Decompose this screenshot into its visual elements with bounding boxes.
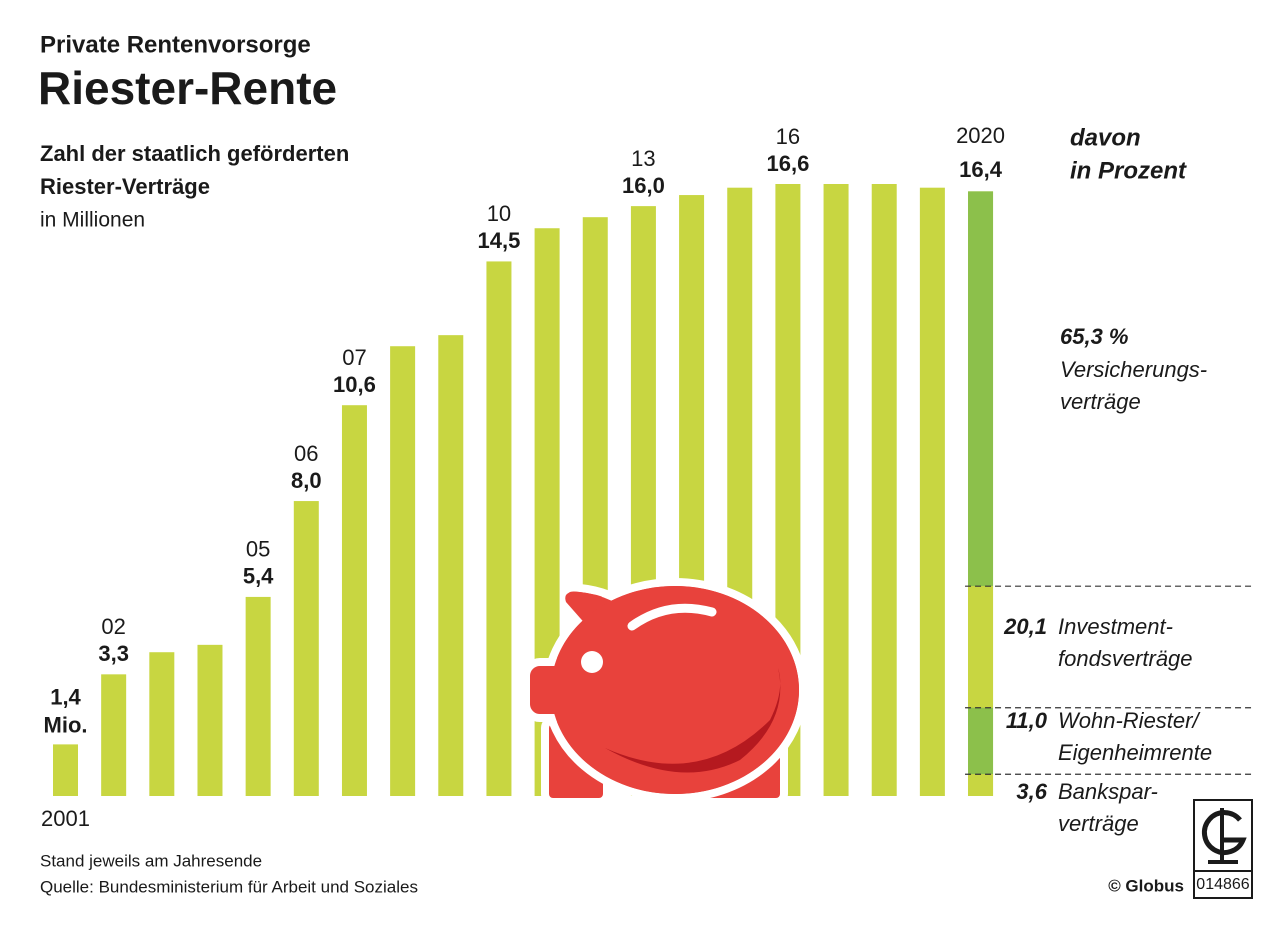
segment-name: Investment- <box>1058 614 1173 639</box>
segment-name: Versicherungs- <box>1060 357 1207 382</box>
bar <box>293 501 319 796</box>
x-tick-label: 05 <box>246 537 270 562</box>
bar <box>245 596 271 796</box>
segment-name: Wohn-Riester/ <box>1058 708 1200 733</box>
segment-value: 65,3 % <box>1060 324 1129 349</box>
bar <box>53 744 78 796</box>
value-label: 10,6 <box>333 372 376 397</box>
bar <box>823 184 849 796</box>
note: Quelle: Bundesministerium für Arbeit und… <box>40 877 418 896</box>
globus-logo <box>1193 799 1253 899</box>
x-tick-label: 06 <box>294 441 318 466</box>
bar <box>919 187 945 796</box>
value-label: 5,4 <box>243 564 274 589</box>
bar <box>438 335 464 796</box>
segment-name: verträge <box>1058 811 1139 836</box>
bar <box>486 261 512 796</box>
x-tick-label: 16 <box>776 124 800 149</box>
value-label: 3,3 <box>98 641 129 666</box>
value-label: 8,0 <box>291 468 322 493</box>
breakdown-segment <box>968 707 994 775</box>
value-label: 14,5 <box>478 228 521 253</box>
segment-value: 20,1 <box>1003 614 1047 639</box>
unit: in Millionen <box>40 209 145 232</box>
bar <box>101 674 127 796</box>
bar <box>197 644 223 796</box>
x-tick-label: 2020 <box>956 123 1005 148</box>
piggy-details <box>530 586 799 794</box>
segment-name: Eigenheimrente <box>1058 740 1212 765</box>
breakdown-segment <box>968 774 994 796</box>
segment-name: verträge <box>1060 389 1141 414</box>
value-label: 16,6 <box>766 151 809 176</box>
segment-value: 11,0 <box>1006 708 1048 733</box>
value-label: 1,4 Mio. <box>44 684 88 737</box>
x-tick-label: 07 <box>342 345 366 370</box>
credit: © Globus <box>1108 876 1184 895</box>
subtitle: Zahl der staatlich geförderten <box>40 141 349 166</box>
bar <box>149 652 175 796</box>
value-label: 16,0 <box>622 173 665 198</box>
subtitle: Riester-Verträge <box>40 174 210 199</box>
segment-name: Bankspar- <box>1058 779 1158 804</box>
title: Riester-Rente <box>38 62 337 114</box>
breakdown-title: davon <box>1070 124 1141 151</box>
breakdown-title: in Prozent <box>1070 157 1187 184</box>
kicker: Private Rentenvorsorge <box>40 31 311 58</box>
value-label: 16,4 <box>959 157 1003 182</box>
x-tick-label: 13 <box>631 146 655 171</box>
x-tick-label: 02 <box>101 614 125 639</box>
code: 014866 <box>1196 876 1249 893</box>
breakdown-segment <box>968 586 994 708</box>
bar <box>341 405 367 796</box>
note: Stand jeweils am Jahresende <box>40 851 262 870</box>
x-tick-label: 2001 <box>41 806 90 831</box>
bar <box>390 346 416 796</box>
segment-name: fondsverträge <box>1058 646 1193 671</box>
bar <box>871 184 897 796</box>
x-tick-label: 10 <box>487 201 511 226</box>
breakdown-segment <box>968 191 994 587</box>
segment-value: 3,6 <box>1016 779 1047 804</box>
